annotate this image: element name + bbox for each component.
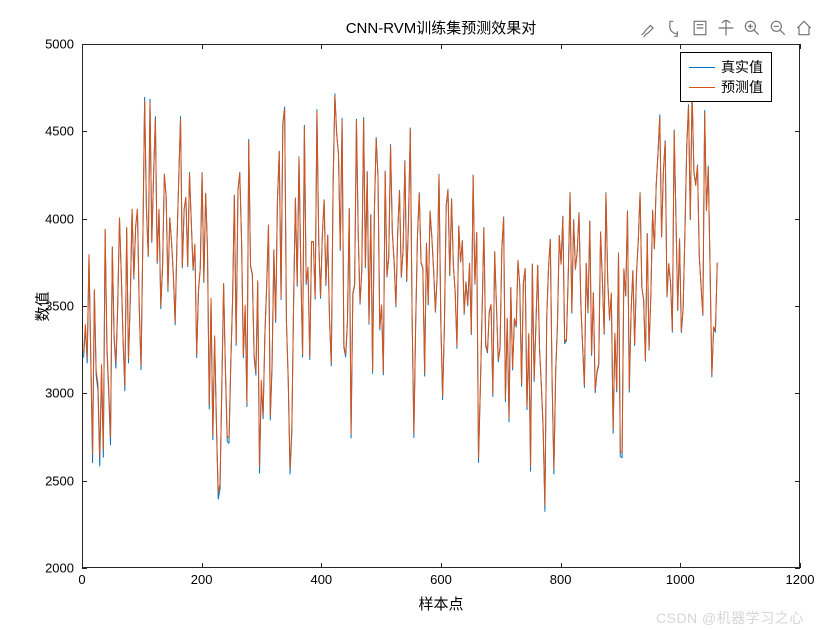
x-tick-mark — [202, 44, 203, 49]
y-tick-label: 4500 — [45, 124, 74, 139]
x-tick-label: 200 — [191, 572, 213, 587]
zoom-in-icon[interactable] — [742, 18, 762, 38]
x-tick-label: 1000 — [666, 572, 695, 587]
y-tick-mark — [795, 481, 800, 482]
y-tick-mark — [82, 393, 87, 394]
brush-icon[interactable] — [638, 18, 658, 38]
x-tick-mark — [321, 563, 322, 568]
y-tick-label: 3500 — [45, 299, 74, 314]
x-tick-mark — [321, 44, 322, 49]
x-tick-mark — [680, 563, 681, 568]
y-tick-mark — [795, 393, 800, 394]
y-tick-mark — [795, 219, 800, 220]
y-tick-label: 4000 — [45, 211, 74, 226]
x-tick-label: 1200 — [786, 572, 815, 587]
legend[interactable]: 真实值预测值 — [680, 52, 772, 102]
x-tick-mark — [561, 563, 562, 568]
y-tick-mark — [795, 568, 800, 569]
legend-swatch — [689, 87, 715, 88]
x-tick-mark — [680, 44, 681, 49]
y-tick-mark — [82, 44, 87, 45]
watermark-text: CSDN @机器学习之心 — [656, 608, 804, 628]
x-tick-mark — [202, 563, 203, 568]
y-tick-mark — [82, 306, 87, 307]
x-tick-mark — [800, 44, 801, 49]
legend-label: 真实值 — [721, 57, 763, 77]
series-svg — [83, 45, 801, 569]
x-tick-mark — [800, 563, 801, 568]
plot-area — [82, 44, 800, 568]
home-icon[interactable] — [794, 18, 814, 38]
zoom-out-icon[interactable] — [768, 18, 788, 38]
series-pred — [84, 93, 718, 506]
y-tick-mark — [82, 481, 87, 482]
y-tick-label: 2000 — [45, 561, 74, 576]
figure-toolbar — [638, 18, 814, 38]
legend-item[interactable]: 真实值 — [689, 57, 763, 77]
legend-item[interactable]: 预测值 — [689, 77, 763, 97]
pan-icon[interactable] — [716, 18, 736, 38]
legend-label: 预测值 — [721, 77, 763, 97]
note-icon[interactable] — [690, 18, 710, 38]
x-tick-label: 400 — [310, 572, 332, 587]
legend-swatch — [689, 67, 715, 68]
x-tick-label: 600 — [430, 572, 452, 587]
rotate-icon[interactable] — [664, 18, 684, 38]
y-tick-mark — [82, 219, 87, 220]
y-tick-mark — [795, 131, 800, 132]
x-tick-mark — [441, 44, 442, 49]
y-tick-mark — [795, 44, 800, 45]
y-tick-mark — [82, 131, 87, 132]
chart-container: CNN-RVM训练集预测效果对 样本点 数值 02004006008001000… — [0, 0, 840, 630]
x-tick-mark — [561, 44, 562, 49]
y-tick-label: 3000 — [45, 386, 74, 401]
y-tick-label: 5000 — [45, 37, 74, 52]
x-tick-mark — [441, 563, 442, 568]
x-tick-label: 0 — [78, 572, 85, 587]
y-tick-mark — [795, 306, 800, 307]
y-tick-label: 2500 — [45, 473, 74, 488]
y-tick-mark — [82, 568, 87, 569]
x-tick-label: 800 — [550, 572, 572, 587]
